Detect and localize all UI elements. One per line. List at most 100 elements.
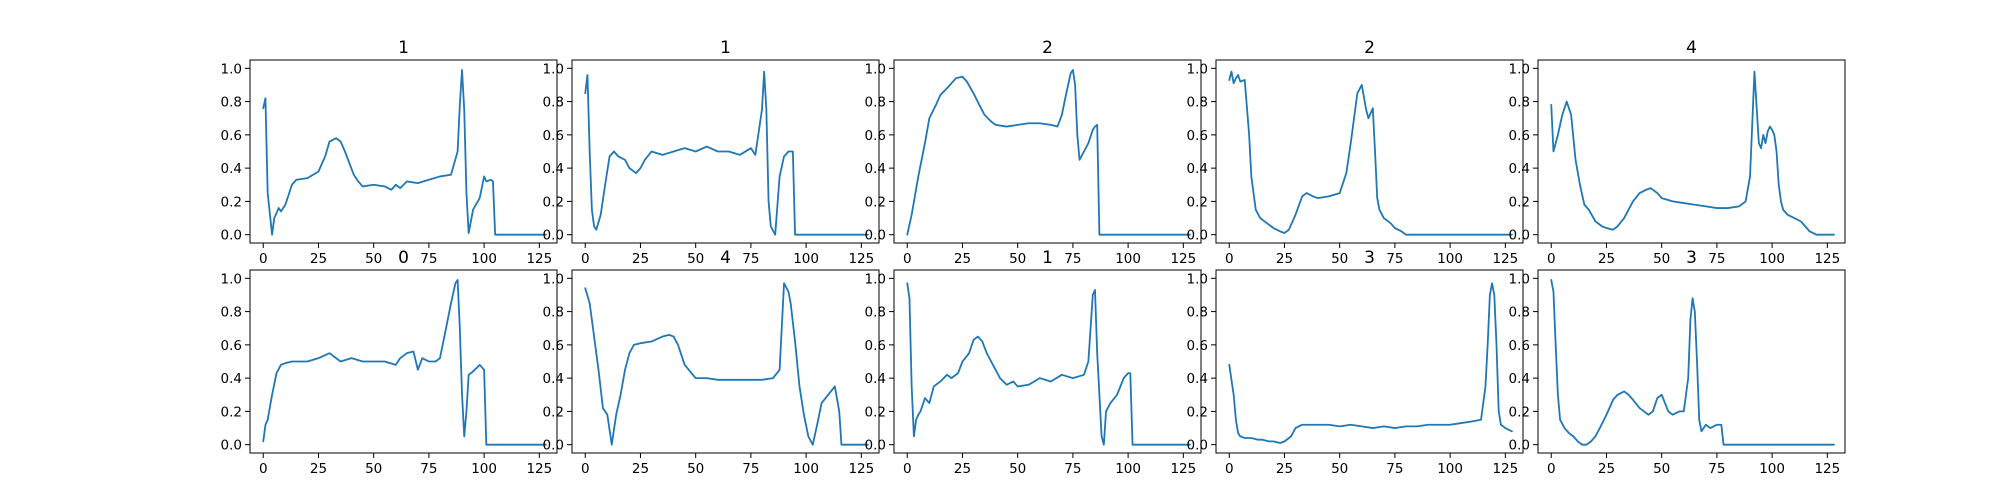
axes-frame (571, 59, 880, 244)
series-line (262, 279, 547, 446)
x-tick-label: 75 (742, 251, 759, 267)
y-tick-label: 0.2 (865, 404, 886, 420)
x-tick-label: 125 (1492, 251, 1518, 267)
y-tick-label: 0.4 (543, 161, 564, 177)
y-tick-label: 0.4 (543, 371, 564, 387)
subplot-title: 2 (1364, 38, 1375, 58)
axes-frame (893, 59, 1202, 244)
x-tick-label: 25 (632, 251, 649, 267)
series-line (262, 69, 547, 236)
subplot-title: 4 (1686, 38, 1697, 58)
x-tick-label: 50 (365, 251, 382, 267)
series-line (584, 282, 869, 446)
x-tick-label: 0 (903, 251, 912, 267)
x-tick-label: 125 (1170, 461, 1196, 477)
x-tick-label: 25 (632, 461, 649, 477)
y-tick-label: 0.2 (221, 194, 242, 210)
subplot-5: 4 0 25 50 75 100 125 0.0 0.2 0.4 0.6 0.8 1.0 (1509, 38, 1846, 267)
x-tick-label: 75 (1386, 461, 1403, 477)
x-tick-label: 100 (1437, 461, 1463, 477)
x-tick-label: 0 (1225, 461, 1234, 477)
y-tick-label: 0.0 (865, 228, 886, 244)
x-tick-label: 25 (954, 251, 971, 267)
series-line (1228, 282, 1513, 444)
y-tick-label: 0.2 (543, 194, 564, 210)
series-line (584, 70, 869, 236)
subplot-6: 0 0 25 50 75 100 125 0.0 0.2 0.4 0.6 0.8 1.0 (221, 248, 558, 477)
x-tick-label: 75 (1708, 251, 1725, 267)
y-tick-label: 0.8 (865, 95, 886, 111)
x-tick-label: 100 (471, 461, 497, 477)
axes-frame (1537, 269, 1846, 454)
x-tick-label: 25 (954, 461, 971, 477)
y-tick-label: 0.2 (543, 404, 564, 420)
x-tick-label: 75 (1708, 461, 1725, 477)
x-tick-label: 50 (687, 461, 704, 477)
x-tick-label: 100 (793, 251, 819, 267)
subplot-title: 4 (720, 248, 731, 268)
subplot-title: 3 (1686, 248, 1697, 268)
y-tick-label: 0.4 (1187, 371, 1208, 387)
y-tick-label: 0.2 (221, 404, 242, 420)
x-tick-label: 50 (1331, 251, 1348, 267)
y-tick-label: 0.6 (221, 128, 242, 144)
y-tick-label: 1.0 (1187, 271, 1208, 287)
x-tick-label: 0 (581, 251, 590, 267)
axes-frame (1537, 59, 1846, 244)
x-tick-label: 100 (1115, 251, 1141, 267)
x-tick-label: 50 (1009, 251, 1026, 267)
y-tick-label: 0.6 (1187, 128, 1208, 144)
x-tick-label: 25 (1276, 461, 1293, 477)
x-tick-label: 25 (310, 251, 327, 267)
y-tick-label: 0.0 (1187, 438, 1208, 454)
x-tick-label: 125 (526, 251, 552, 267)
y-tick-label: 0.4 (221, 371, 242, 387)
subplot-8: 1 0 25 50 75 100 125 0.0 0.2 0.4 0.6 0.8 1.0 (865, 248, 1202, 477)
y-tick-label: 0.0 (221, 228, 242, 244)
y-tick-label: 0.4 (865, 161, 886, 177)
x-tick-label: 125 (526, 461, 552, 477)
y-tick-label: 0.4 (1187, 161, 1208, 177)
x-tick-label: 0 (259, 251, 268, 267)
y-tick-label: 0.8 (1509, 305, 1530, 321)
y-tick-label: 1.0 (865, 61, 886, 77)
y-tick-label: 0.2 (1187, 194, 1208, 210)
y-tick-label: 0.8 (221, 305, 242, 321)
y-tick-label: 1.0 (1509, 271, 1530, 287)
x-tick-label: 100 (793, 461, 819, 477)
x-tick-label: 75 (1064, 461, 1081, 477)
y-tick-label: 1.0 (1509, 61, 1530, 77)
series-line (1228, 70, 1513, 236)
y-tick-label: 0.8 (1187, 305, 1208, 321)
x-tick-label: 125 (848, 251, 874, 267)
x-tick-label: 0 (1225, 251, 1234, 267)
y-tick-label: 0.0 (543, 438, 564, 454)
x-tick-label: 50 (1009, 461, 1026, 477)
y-tick-label: 0.6 (1509, 338, 1530, 354)
x-tick-label: 100 (1759, 461, 1785, 477)
subplot-3: 2 0 25 50 75 100 125 0.0 0.2 0.4 0.6 0.8 1.0 (865, 38, 1202, 267)
axes-frame (249, 269, 558, 454)
x-tick-label: 50 (1653, 461, 1670, 477)
series-line (906, 282, 1191, 446)
x-tick-label: 0 (1547, 251, 1556, 267)
y-tick-label: 0.6 (1187, 338, 1208, 354)
y-tick-label: 0.2 (1187, 404, 1208, 420)
y-tick-label: 0.4 (1509, 161, 1530, 177)
x-tick-label: 125 (1814, 461, 1840, 477)
y-tick-label: 0.8 (543, 305, 564, 321)
y-tick-label: 0.0 (1509, 228, 1530, 244)
x-tick-label: 125 (1170, 251, 1196, 267)
axes-frame (893, 269, 1202, 454)
x-tick-label: 50 (365, 461, 382, 477)
y-tick-label: 0.4 (865, 371, 886, 387)
subplot-7: 4 0 25 50 75 100 125 0.0 0.2 0.4 0.6 0.8 1.0 (543, 248, 880, 477)
x-tick-label: 0 (903, 461, 912, 477)
x-tick-label: 75 (1064, 251, 1081, 267)
subplot-1: 1 0 25 50 75 100 125 0.0 0.2 0.4 0.6 0.8 1.0 (221, 38, 558, 267)
x-tick-label: 25 (1598, 461, 1615, 477)
subplot-2: 1 0 25 50 75 100 125 0.0 0.2 0.4 0.6 0.8 1.0 (543, 38, 880, 267)
series-line (1550, 70, 1835, 236)
x-tick-label: 75 (420, 461, 437, 477)
x-tick-label: 50 (1331, 461, 1348, 477)
